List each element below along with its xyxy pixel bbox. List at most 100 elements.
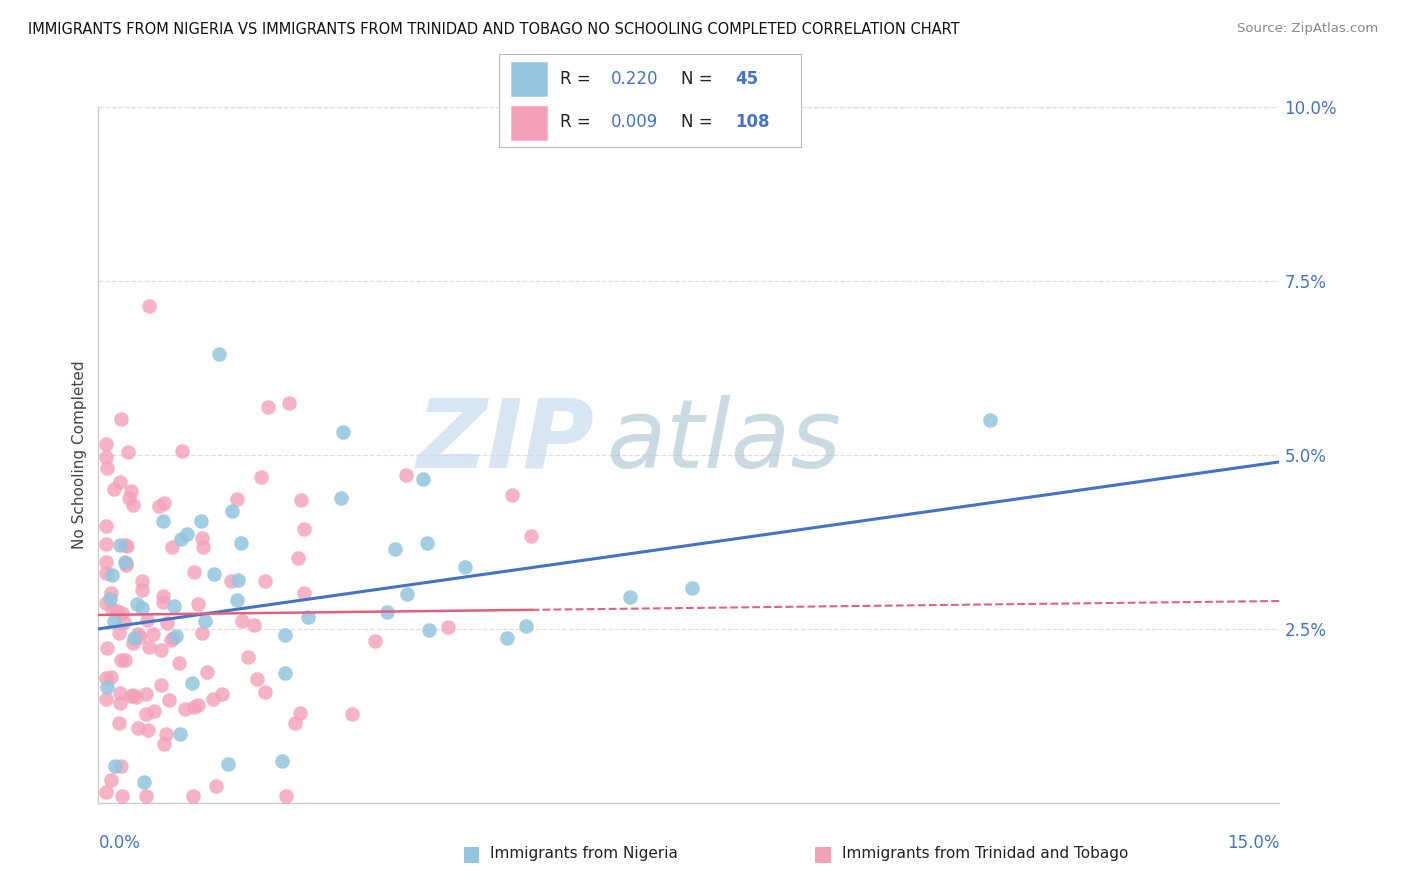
- Point: [170, 532, 193, 546]
- Point: [202, 566, 225, 581]
- Text: 0.009: 0.009: [612, 113, 658, 131]
- Point: [193, 540, 215, 554]
- Point: [208, 347, 231, 361]
- Point: [96, 436, 118, 450]
- Point: [619, 590, 641, 604]
- Point: [96, 460, 118, 475]
- Text: Source: ZipAtlas.com: Source: ZipAtlas.com: [1237, 22, 1378, 36]
- Point: [100, 773, 122, 788]
- Point: [226, 573, 249, 587]
- Point: [135, 687, 157, 701]
- Point: [412, 472, 434, 486]
- Point: [96, 680, 118, 694]
- Point: [96, 555, 118, 569]
- Point: [170, 444, 193, 458]
- Point: [110, 758, 132, 772]
- Point: [125, 690, 148, 705]
- Point: [135, 707, 157, 722]
- Point: [96, 692, 118, 706]
- Point: [436, 620, 458, 634]
- Point: [292, 522, 315, 536]
- Point: [152, 737, 174, 751]
- Point: [520, 529, 543, 543]
- Point: [330, 491, 353, 505]
- Text: R =: R =: [560, 70, 596, 87]
- Point: [375, 605, 398, 619]
- Point: [142, 626, 165, 640]
- Point: [131, 574, 153, 589]
- Point: [100, 670, 122, 684]
- Text: 108: 108: [735, 113, 769, 131]
- Point: [96, 566, 118, 581]
- Point: [274, 628, 297, 642]
- Point: [117, 445, 139, 459]
- Point: [278, 396, 301, 410]
- Point: [236, 650, 259, 665]
- Point: [127, 627, 149, 641]
- Point: [131, 583, 153, 598]
- Point: [111, 789, 134, 803]
- Point: [292, 586, 315, 600]
- Point: [162, 540, 184, 554]
- Point: [156, 616, 179, 631]
- Point: [152, 514, 174, 528]
- Point: [127, 597, 149, 611]
- Point: [108, 716, 131, 731]
- Point: [108, 696, 131, 710]
- Point: [183, 566, 205, 580]
- Point: [153, 495, 176, 509]
- Point: [246, 673, 269, 687]
- Point: [395, 468, 418, 483]
- Point: [136, 723, 159, 738]
- Point: [340, 706, 363, 721]
- Point: [150, 643, 173, 657]
- Point: [496, 631, 519, 645]
- Point: [101, 567, 124, 582]
- Point: [108, 538, 131, 552]
- Point: [108, 625, 131, 640]
- Point: [190, 514, 212, 528]
- Point: [108, 686, 131, 700]
- Point: [290, 492, 312, 507]
- Point: [110, 412, 132, 426]
- Point: [225, 592, 247, 607]
- Point: [96, 641, 118, 656]
- Point: [118, 491, 141, 505]
- Point: [290, 706, 312, 720]
- Point: [165, 629, 187, 643]
- Point: [169, 727, 191, 741]
- Point: [152, 595, 174, 609]
- Point: [108, 475, 131, 489]
- FancyBboxPatch shape: [512, 106, 547, 140]
- Point: [111, 606, 134, 620]
- Point: [105, 604, 128, 618]
- Point: [191, 531, 214, 545]
- Point: [162, 632, 184, 646]
- Point: [194, 614, 217, 628]
- Point: [127, 721, 149, 735]
- Point: [187, 698, 209, 712]
- Point: [138, 298, 160, 312]
- Point: [273, 665, 295, 680]
- Point: [501, 488, 523, 502]
- Point: [101, 602, 124, 616]
- Point: [135, 789, 157, 803]
- Point: [364, 634, 387, 648]
- Point: [136, 613, 159, 627]
- Point: [160, 633, 183, 648]
- Point: [173, 702, 195, 716]
- Text: 45: 45: [735, 70, 758, 87]
- Point: [297, 609, 319, 624]
- Point: [229, 535, 252, 549]
- Point: [384, 541, 406, 556]
- Point: [115, 558, 138, 573]
- Point: [104, 759, 127, 773]
- Point: [115, 540, 138, 554]
- Point: [150, 678, 173, 692]
- Text: N =: N =: [681, 70, 717, 87]
- Point: [148, 499, 170, 513]
- Text: R =: R =: [560, 113, 596, 131]
- Point: [115, 556, 138, 570]
- Point: [96, 671, 118, 685]
- Text: 15.0%: 15.0%: [1227, 834, 1279, 852]
